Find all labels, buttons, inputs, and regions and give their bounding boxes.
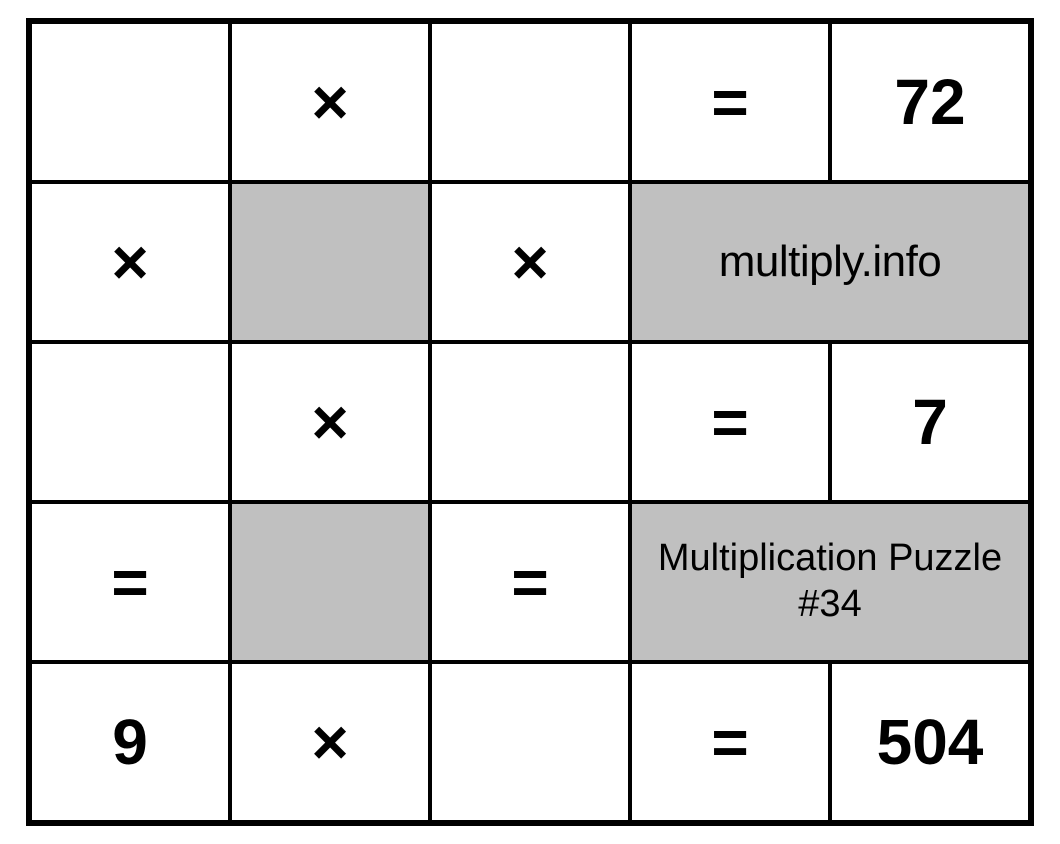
brand-label: multiply.info [630, 182, 1030, 342]
result-row0: 72 [830, 22, 1030, 182]
result-row4: 504 [830, 662, 1030, 822]
blank-input-r2c0[interactable] [30, 342, 230, 502]
multiplication-puzzle-grid: × = 72 × × multiply.info × = 7 = = Multi… [26, 18, 1034, 826]
shaded-spacer [230, 182, 430, 342]
times-symbol: × [430, 182, 630, 342]
times-symbol: × [230, 342, 430, 502]
shaded-spacer [230, 502, 430, 662]
puzzle-caption: Multiplication Puzzle #34 [630, 502, 1030, 662]
result-row2: 7 [830, 342, 1030, 502]
equals-symbol: = [30, 502, 230, 662]
blank-input-r0c2[interactable] [430, 22, 630, 182]
times-symbol: × [230, 662, 430, 822]
equals-symbol: = [630, 22, 830, 182]
blank-input-r4c2[interactable] [430, 662, 630, 822]
blank-input-r2c2[interactable] [430, 342, 630, 502]
equals-symbol: = [630, 342, 830, 502]
times-symbol: × [230, 22, 430, 182]
blank-input-r0c0[interactable] [30, 22, 230, 182]
times-symbol: × [30, 182, 230, 342]
equals-symbol: = [630, 662, 830, 822]
equals-symbol: = [430, 502, 630, 662]
given-value-r4c0: 9 [30, 662, 230, 822]
